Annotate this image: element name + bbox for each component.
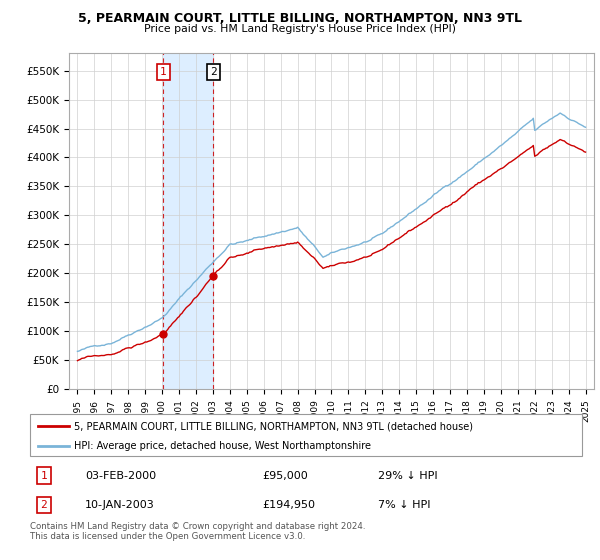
Text: £95,000: £95,000	[262, 470, 308, 480]
Text: Price paid vs. HM Land Registry's House Price Index (HPI): Price paid vs. HM Land Registry's House …	[144, 24, 456, 34]
Text: 2: 2	[40, 500, 47, 510]
Text: 5, PEARMAIN COURT, LITTLE BILLING, NORTHAMPTON, NN3 9TL (detached house): 5, PEARMAIN COURT, LITTLE BILLING, NORTH…	[74, 421, 473, 431]
FancyBboxPatch shape	[30, 414, 582, 456]
Text: 29% ↓ HPI: 29% ↓ HPI	[378, 470, 437, 480]
Text: 2: 2	[210, 67, 217, 77]
Bar	[163, 53, 214, 389]
Text: HPI: Average price, detached house, West Northamptonshire: HPI: Average price, detached house, West…	[74, 441, 371, 451]
Text: 10-JAN-2003: 10-JAN-2003	[85, 500, 155, 510]
Text: 7% ↓ HPI: 7% ↓ HPI	[378, 500, 430, 510]
Text: Contains HM Land Registry data © Crown copyright and database right 2024.
This d: Contains HM Land Registry data © Crown c…	[30, 522, 365, 542]
Text: 1: 1	[160, 67, 167, 77]
Text: 5, PEARMAIN COURT, LITTLE BILLING, NORTHAMPTON, NN3 9TL: 5, PEARMAIN COURT, LITTLE BILLING, NORTH…	[78, 12, 522, 25]
Text: 03-FEB-2000: 03-FEB-2000	[85, 470, 157, 480]
Text: £194,950: £194,950	[262, 500, 315, 510]
Text: 1: 1	[40, 470, 47, 480]
